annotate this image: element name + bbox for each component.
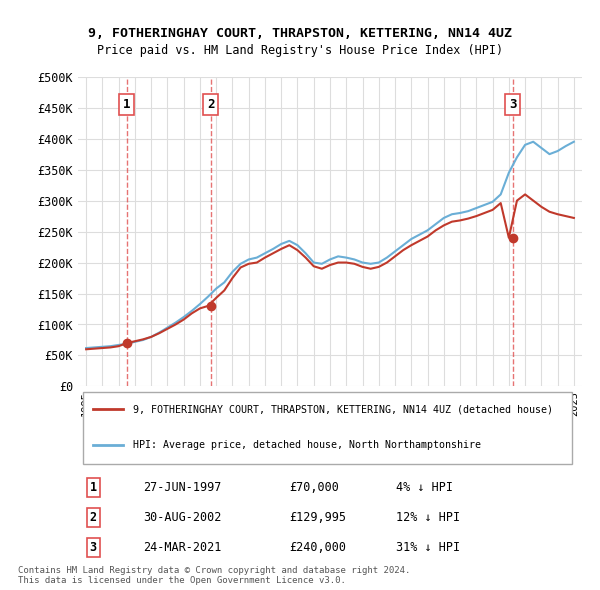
Text: 1: 1 [89, 481, 97, 494]
Text: This data is licensed under the Open Government Licence v3.0.: This data is licensed under the Open Gov… [18, 576, 346, 585]
FancyBboxPatch shape [83, 392, 572, 464]
Text: Contains HM Land Registry data © Crown copyright and database right 2024.: Contains HM Land Registry data © Crown c… [18, 566, 410, 575]
Text: 2: 2 [89, 511, 97, 524]
Text: 27-JUN-1997: 27-JUN-1997 [143, 481, 222, 494]
Text: 9, FOTHERINGHAY COURT, THRAPSTON, KETTERING, NN14 4UZ (detached house): 9, FOTHERINGHAY COURT, THRAPSTON, KETTER… [133, 404, 553, 414]
Text: 31% ↓ HPI: 31% ↓ HPI [395, 540, 460, 554]
Text: 4% ↓ HPI: 4% ↓ HPI [395, 481, 452, 494]
Text: Price paid vs. HM Land Registry's House Price Index (HPI): Price paid vs. HM Land Registry's House … [97, 44, 503, 57]
Text: 12% ↓ HPI: 12% ↓ HPI [395, 511, 460, 524]
Text: 2: 2 [207, 98, 214, 111]
Text: £129,995: £129,995 [290, 511, 347, 524]
Text: 1: 1 [123, 98, 130, 111]
Text: 24-MAR-2021: 24-MAR-2021 [143, 540, 222, 554]
Text: 3: 3 [509, 98, 517, 111]
Text: £240,000: £240,000 [290, 540, 347, 554]
Text: HPI: Average price, detached house, North Northamptonshire: HPI: Average price, detached house, Nort… [133, 440, 481, 450]
Text: 30-AUG-2002: 30-AUG-2002 [143, 511, 222, 524]
Text: 9, FOTHERINGHAY COURT, THRAPSTON, KETTERING, NN14 4UZ: 9, FOTHERINGHAY COURT, THRAPSTON, KETTER… [88, 27, 512, 40]
Text: 3: 3 [89, 540, 97, 554]
Text: £70,000: £70,000 [290, 481, 340, 494]
